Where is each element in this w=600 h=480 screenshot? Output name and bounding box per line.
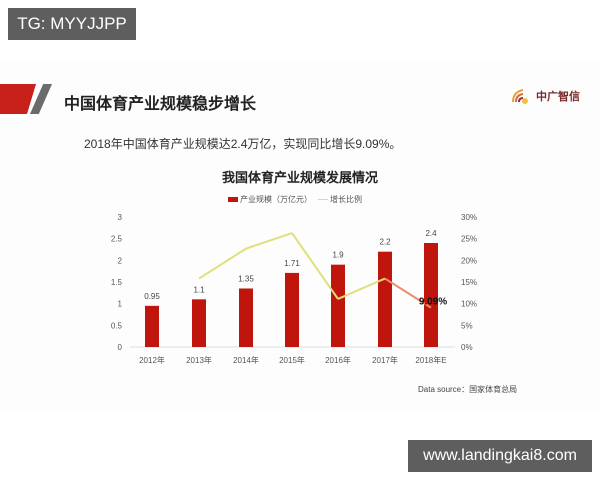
logo-text: 中广智信 bbox=[536, 91, 580, 103]
legend-line-label: 增长比例 bbox=[330, 195, 362, 204]
signal-logo-icon bbox=[512, 89, 528, 104]
legend-item-bar: 产业规模（万亿元） bbox=[228, 194, 312, 205]
slide-subtitle: 2018年中国体育产业规模达2.4万亿，实现同比增长9.09%。 bbox=[84, 137, 402, 151]
data-source: Data source：国家体育总局 bbox=[418, 385, 518, 394]
chart-title: 我国体育产业规模发展情况 bbox=[221, 170, 378, 185]
legend-item-line: 增长比例 bbox=[318, 194, 362, 205]
slide-title: 中国体育产业规模稳步增长 bbox=[64, 96, 257, 113]
legend-bar-label: 产业规模（万亿元） bbox=[240, 195, 312, 204]
legend-bar-swatch bbox=[228, 197, 238, 202]
chart-legend: 产业规模（万亿元） 增长比例 bbox=[228, 194, 362, 205]
brand-logo: 中广智信 bbox=[510, 86, 580, 106]
watermark-top-left: TG: MYYJJPP bbox=[8, 8, 136, 40]
legend-line-swatch bbox=[318, 199, 328, 200]
watermark-bottom-right: www.landingkai8.com bbox=[408, 440, 592, 472]
